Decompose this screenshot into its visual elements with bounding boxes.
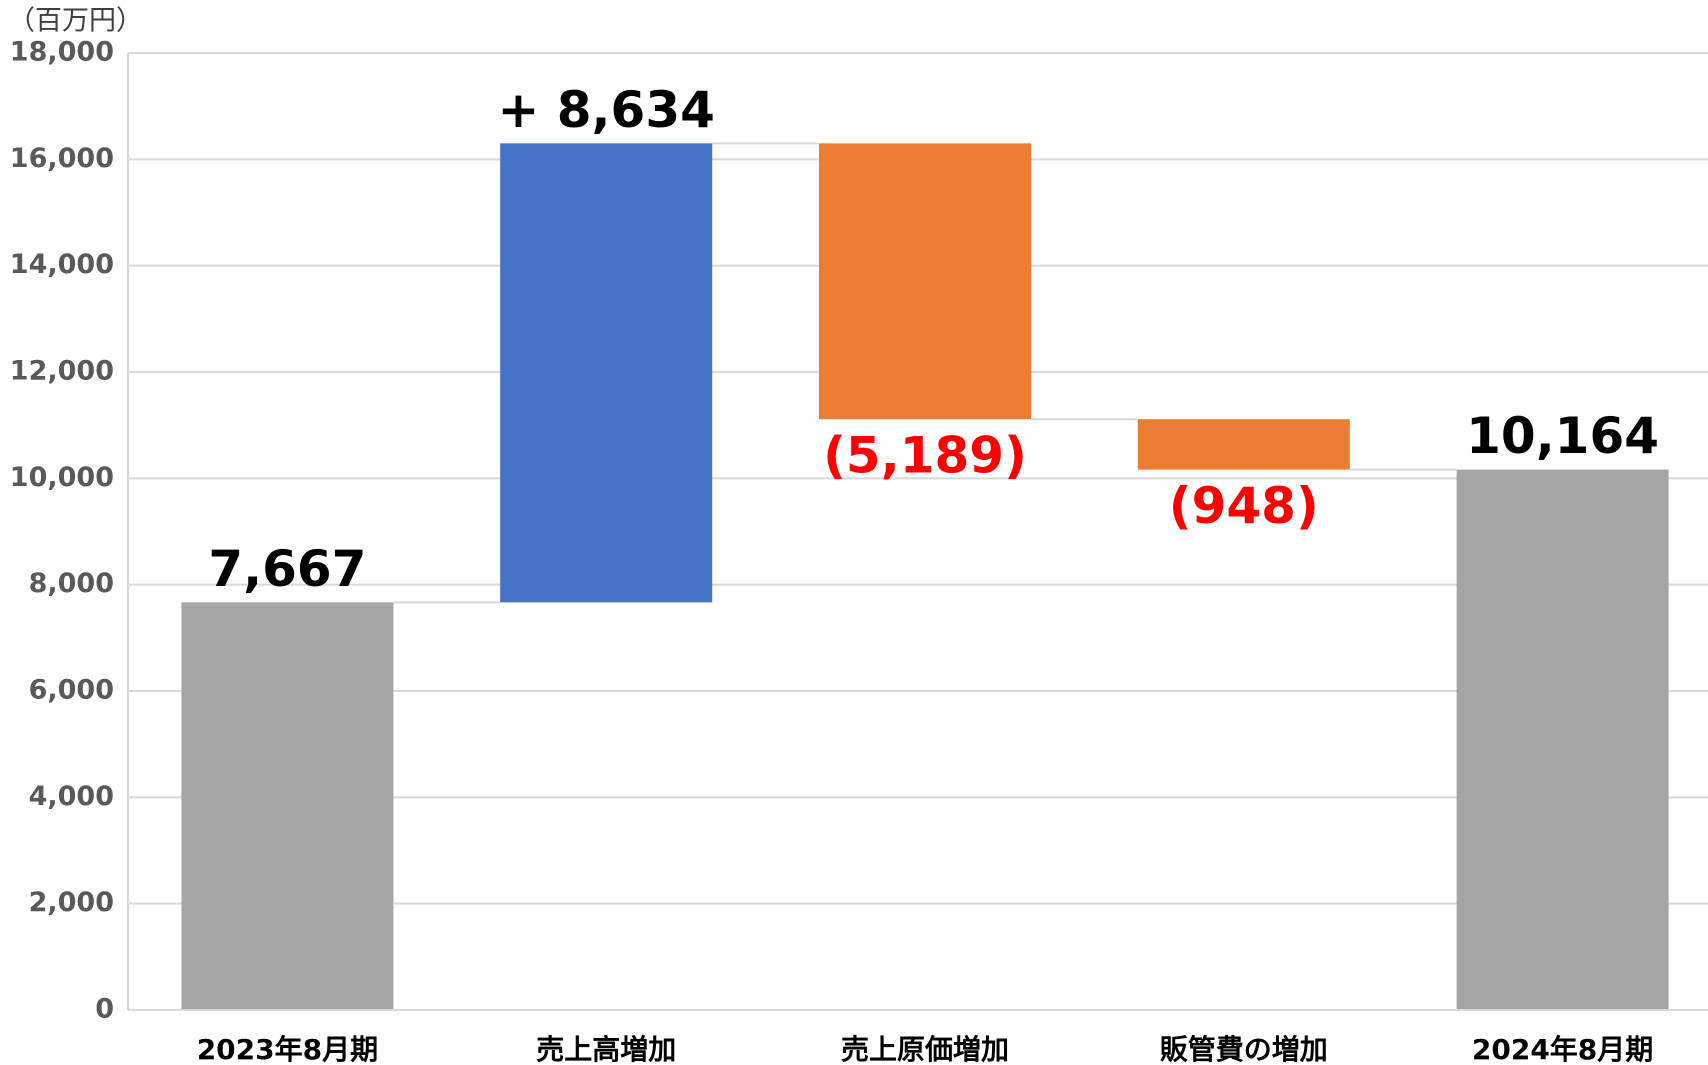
bar [819, 143, 1031, 420]
y-tick-label: 14,000 [10, 249, 114, 280]
bar [1137, 419, 1350, 470]
x-tick-label: 売上高増加 [536, 1033, 676, 1065]
y-tick-label: 4,000 [29, 781, 114, 812]
y-tick-label: 0 [95, 994, 114, 1025]
bar [500, 143, 713, 603]
y-tick-label: 16,000 [10, 143, 114, 174]
y-tick-label: 12,000 [10, 356, 114, 387]
y-tick-label: 6,000 [29, 675, 114, 706]
x-tick-label: 2024年8月期 [1472, 1033, 1653, 1065]
y-tick-label: 2,000 [29, 887, 114, 918]
value-label: (5,189) [823, 427, 1027, 485]
y-unit: （百万円） [8, 6, 143, 37]
bar [181, 602, 394, 1010]
x-tick-label: 2023年8月期 [197, 1033, 378, 1065]
value-label: 7,667 [208, 540, 366, 598]
value-label: (948) [1169, 477, 1319, 535]
value-label: + 8,634 [497, 81, 714, 139]
y-tick-label: 18,000 [10, 37, 114, 68]
value-label: 10,164 [1466, 407, 1659, 465]
y-tick-label: 8,000 [29, 568, 114, 599]
x-tick-label: 売上原価増加 [841, 1033, 1009, 1065]
bar [1456, 469, 1669, 1010]
y-tick-label: 10,000 [10, 462, 114, 493]
x-tick-label: 販管費の増加 [1160, 1033, 1328, 1065]
